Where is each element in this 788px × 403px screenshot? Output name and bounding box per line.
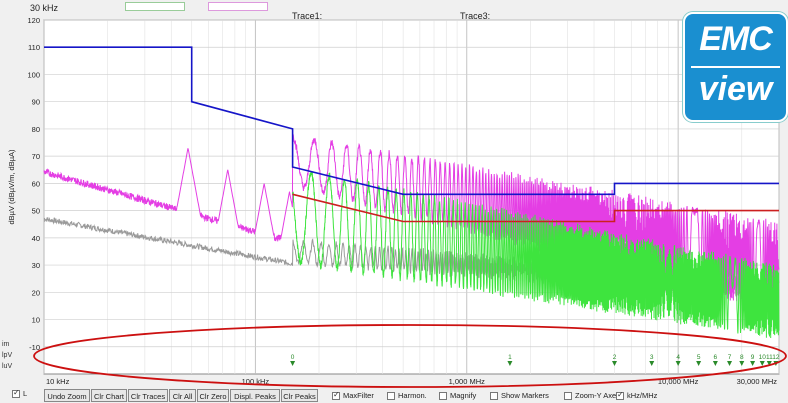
average-trace [292, 171, 780, 339]
khz-mhz-checkbox-box[interactable] [616, 390, 624, 400]
marker-triangle [290, 361, 296, 366]
side-label-im: im [2, 341, 10, 348]
clr-chart-button[interactable]: Clr Chart [91, 389, 127, 402]
logo-text-emc: EMC [699, 20, 773, 58]
marker-triangle [750, 361, 756, 366]
marker-triangle [766, 361, 772, 366]
marker-triangle [739, 361, 745, 366]
limit-line-quasi-peak [44, 46, 779, 196]
x-tick-label: 30,000 MHz [737, 377, 778, 386]
bottom-toolbar: L Undo Zoom Clr Chart Clr Traces Clr All… [0, 388, 788, 403]
trace1-label: Trace1: [292, 11, 323, 21]
maxfilter-label: MaxFilter [343, 391, 374, 400]
marker-label: 8 [740, 354, 744, 361]
marker-triangle [507, 361, 513, 366]
l-checkbox-label: L [23, 389, 28, 398]
side-label-lpv: lpV [2, 352, 13, 359]
marker-label: 2 [613, 354, 617, 361]
marker-label: 9 [751, 354, 755, 361]
y-tick-label: 120 [27, 16, 40, 25]
marker-label: 3 [650, 354, 654, 361]
magnify-checkbox[interactable]: Magnify [439, 391, 476, 400]
marker-label: 6 [714, 354, 718, 361]
trace3-label: Trace3: [460, 11, 491, 21]
marker-label: 12 [772, 354, 780, 361]
trace-color-swatch-pink[interactable] [208, 2, 268, 11]
magnify-checkbox-box[interactable] [439, 391, 447, 400]
x-tick-label: 10,000 MHz [658, 377, 699, 386]
marker-triangle [612, 361, 618, 366]
y-tick-label: 80 [32, 125, 40, 134]
x-tick-label: 10 kHz [46, 377, 70, 386]
rbw-readout: 30 kHz [30, 3, 59, 13]
y-tick-label: 10 [32, 316, 40, 325]
x-tick-label: 100 kHz [242, 377, 270, 386]
y-tick-label: 110 [28, 43, 40, 52]
show-markers-checkbox-box[interactable] [490, 391, 498, 400]
marker-triangle [675, 361, 681, 366]
marker-label: 5 [697, 354, 701, 361]
zoom-y-axe-checkbox-box[interactable] [564, 391, 572, 400]
y-tick-label: 70 [32, 152, 40, 161]
marker-label: 1 [508, 354, 512, 361]
y-tick-label: 20 [32, 288, 40, 297]
x-tick-label: 1,000 MHz [449, 377, 486, 386]
marker-triangle [712, 361, 718, 366]
clr-traces-button[interactable]: Clr Traces [128, 389, 168, 402]
y-tick-label: 30 [32, 261, 40, 270]
marker-label: 11 [766, 354, 773, 361]
maxfilter-checkbox[interactable]: MaxFilter [332, 390, 374, 400]
marker-label: 4 [676, 354, 680, 361]
l-checkbox[interactable]: L [12, 388, 28, 398]
y-tick-label: -10 [29, 343, 40, 352]
logo-text-view: view [698, 70, 773, 108]
marker-label: 0 [291, 354, 295, 361]
marker-triangle [696, 361, 702, 366]
marker-label: 7 [728, 354, 732, 361]
marker-triangle [649, 361, 655, 366]
y-tick-label: 100 [27, 70, 40, 79]
highlight-ellipse [33, 324, 787, 388]
y-tick-label: 40 [32, 234, 40, 243]
khz-mhz-label: kHz/MHz [627, 391, 658, 400]
undo-zoom-button[interactable]: Undo Zoom [44, 389, 90, 402]
top-status-strip: 30 kHz Trace1: Trace3: [0, 0, 788, 21]
zoom-y-axe-label: Zoom-Y Axe [575, 391, 617, 400]
harmon-label: Harmon. [398, 391, 427, 400]
clr-all-button[interactable]: Clr All [169, 389, 196, 402]
peak-trace [43, 133, 780, 312]
show-markers-label: Show Markers [501, 391, 549, 400]
marker-triangle [727, 361, 733, 366]
limit-line-average [292, 193, 779, 223]
marker-label: 10 [759, 354, 767, 361]
side-label-luv: luV [2, 363, 13, 370]
zoom-y-axe-checkbox[interactable]: Zoom-Y Axe [564, 391, 616, 400]
y-tick-label: 60 [32, 179, 40, 188]
khz-mhz-checkbox[interactable]: kHz/MHz [616, 390, 658, 400]
logo-separator [691, 66, 780, 68]
harmon-checkbox[interactable]: Harmon. [387, 391, 427, 400]
y-tick-label: 50 [32, 207, 40, 216]
show-markers-checkbox[interactable]: Show Markers [490, 391, 549, 400]
displ-peaks-button[interactable]: Displ. Peaks [230, 389, 280, 402]
l-checkbox-box[interactable] [12, 388, 20, 398]
trace-color-swatch-green[interactable] [125, 2, 185, 11]
clr-zero-button[interactable]: Clr Zero [197, 389, 229, 402]
magnify-label: Magnify [450, 391, 477, 400]
marker-triangle [759, 361, 765, 366]
maxfilter-checkbox-box[interactable] [332, 390, 340, 400]
harmon-checkbox-box[interactable] [387, 391, 395, 400]
y-axis-label: dBµV (dBµV/m, dBµA) [7, 149, 16, 225]
emcview-logo: EMC view [683, 12, 788, 122]
y-tick-label: 90 [32, 98, 40, 107]
clr-peaks-button[interactable]: Clr Peaks [281, 389, 318, 402]
